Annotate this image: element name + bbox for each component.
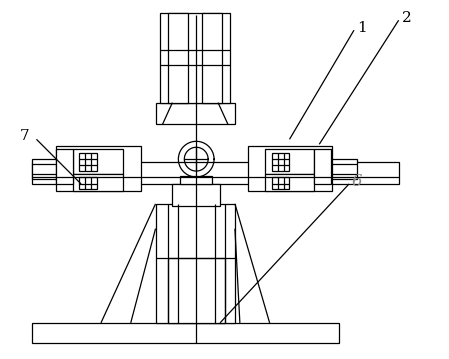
Bar: [265, 149, 314, 174]
Bar: [73, 174, 123, 191]
Bar: [56, 146, 141, 191]
Bar: [272, 153, 290, 171]
Bar: [168, 258, 225, 323]
Bar: [155, 103, 235, 125]
Bar: [56, 149, 73, 184]
Bar: [265, 174, 314, 191]
Text: 6: 6: [352, 173, 363, 191]
Bar: [79, 177, 97, 189]
Bar: [332, 159, 357, 179]
Bar: [31, 159, 56, 179]
Text: 2: 2: [401, 11, 411, 25]
Bar: [160, 13, 230, 103]
Text: 7: 7: [20, 129, 29, 143]
Bar: [168, 13, 188, 103]
Bar: [202, 13, 222, 103]
Bar: [31, 162, 399, 184]
Bar: [172, 184, 220, 206]
Bar: [73, 149, 123, 174]
Bar: [272, 177, 290, 189]
Bar: [155, 204, 235, 323]
Bar: [180, 176, 212, 184]
Text: 1: 1: [357, 21, 367, 35]
Bar: [314, 149, 331, 184]
Bar: [31, 323, 339, 343]
Bar: [79, 153, 97, 171]
Bar: [248, 146, 332, 191]
